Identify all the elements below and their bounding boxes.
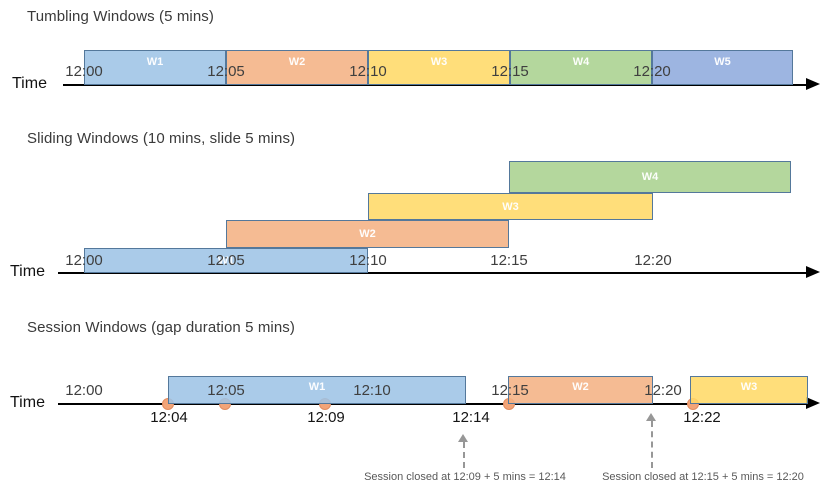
axis-tick-label: 12:20 bbox=[634, 252, 672, 269]
axis-tick-label: 12:20 bbox=[644, 382, 682, 399]
window-block-w4 bbox=[510, 50, 652, 85]
window-label: W2 bbox=[572, 381, 589, 393]
window-block-w2 bbox=[508, 376, 653, 404]
window-block-w1 bbox=[84, 248, 368, 273]
window-label: W3 bbox=[502, 200, 519, 213]
window-label: W1 bbox=[308, 381, 326, 393]
axis-tick-label: 12:00 bbox=[65, 382, 103, 399]
sliding-diagram-title: Sliding Windows (10 mins, slide 5 mins) bbox=[27, 130, 296, 147]
axis-line bbox=[63, 84, 807, 86]
window-block-w2 bbox=[226, 220, 509, 248]
axis-arrow-icon bbox=[806, 397, 820, 409]
axis-tick-label: 12:05 bbox=[207, 382, 245, 399]
event-time-label: 12:14 bbox=[452, 409, 490, 426]
session-annotation: Session closed at 12:09 + 5 mins = 12:14 bbox=[364, 471, 566, 483]
window-label: W3 bbox=[430, 55, 448, 68]
axis-tick-label: 12:05 bbox=[207, 63, 245, 80]
time-axis-label: Time bbox=[10, 263, 45, 280]
axis-line bbox=[58, 272, 807, 274]
window-label: W4 bbox=[572, 55, 590, 68]
window-block-w3 bbox=[368, 50, 510, 85]
axis-tick-label: 12:00 bbox=[65, 252, 103, 269]
axis-tick-label: 12:10 bbox=[349, 252, 387, 269]
time-axis-label: Time bbox=[12, 75, 47, 92]
window-block-w3 bbox=[368, 193, 653, 220]
tumbling-diagram-title: Tumbling Windows (5 mins) bbox=[27, 8, 214, 25]
axis-tick-label: 12:10 bbox=[353, 382, 391, 399]
window-block-w1 bbox=[168, 376, 466, 404]
window-label: W2 bbox=[359, 228, 376, 240]
axis-arrow-icon bbox=[806, 78, 820, 90]
dashed-arrow-icon bbox=[646, 413, 656, 421]
window-label: W2 bbox=[288, 55, 306, 68]
window-label: W1 bbox=[217, 254, 235, 267]
window-block-w5 bbox=[652, 50, 793, 85]
window-label: W3 bbox=[740, 381, 758, 393]
window-block-w1 bbox=[84, 50, 226, 85]
window-block-w2 bbox=[226, 50, 368, 85]
axis-tick-label: 12:10 bbox=[349, 63, 387, 80]
axis-tick-label: 12:05 bbox=[207, 252, 245, 269]
window-block-w3 bbox=[690, 376, 808, 404]
dashed-arrow-line bbox=[651, 421, 653, 468]
axis-tick-label: 12:15 bbox=[491, 63, 529, 80]
axis-tick-label: 12:00 bbox=[65, 63, 103, 80]
axis-tick-label: 12:15 bbox=[490, 252, 528, 269]
axis-tick-label: 12:15 bbox=[491, 382, 529, 399]
time-axis-label: Time bbox=[10, 394, 45, 411]
event-time-label: 12:09 bbox=[307, 409, 345, 426]
window-label: W1 bbox=[146, 55, 164, 68]
window-label: W4 bbox=[641, 171, 659, 183]
event-time-label: 12:04 bbox=[150, 409, 188, 426]
session-annotation: Session closed at 12:15 + 5 mins = 12:20 bbox=[602, 471, 804, 483]
dashed-arrow-icon bbox=[458, 434, 468, 442]
axis-tick-label: 12:20 bbox=[633, 63, 671, 80]
window-block-w4 bbox=[509, 161, 791, 193]
event-time-label: 12:22 bbox=[683, 409, 721, 426]
session-diagram-title: Session Windows (gap duration 5 mins) bbox=[27, 319, 295, 336]
window-label: W5 bbox=[714, 55, 731, 68]
axis-line bbox=[58, 403, 807, 405]
axis-arrow-icon bbox=[806, 266, 820, 278]
dashed-arrow-line bbox=[463, 442, 465, 468]
